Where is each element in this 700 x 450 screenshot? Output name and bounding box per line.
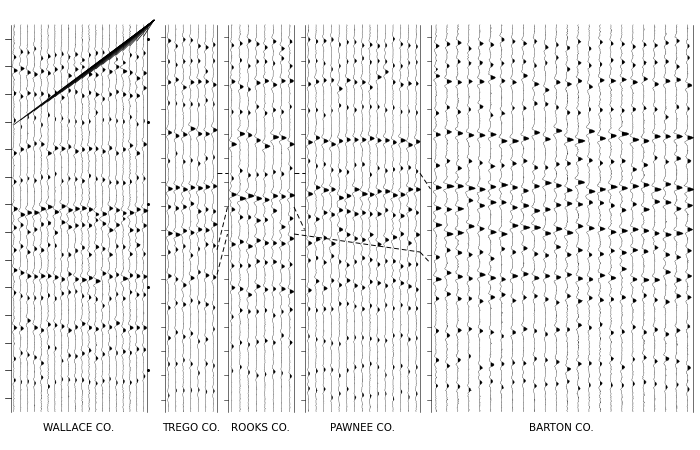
Text: PAWNEE CO.: PAWNEE CO. (330, 423, 395, 433)
Text: TREGO CO.: TREGO CO. (162, 423, 220, 433)
Text: ROOKS CO.: ROOKS CO. (231, 423, 290, 433)
Text: WALLACE CO.: WALLACE CO. (43, 423, 114, 433)
Text: BARTON CO.: BARTON CO. (529, 423, 594, 433)
